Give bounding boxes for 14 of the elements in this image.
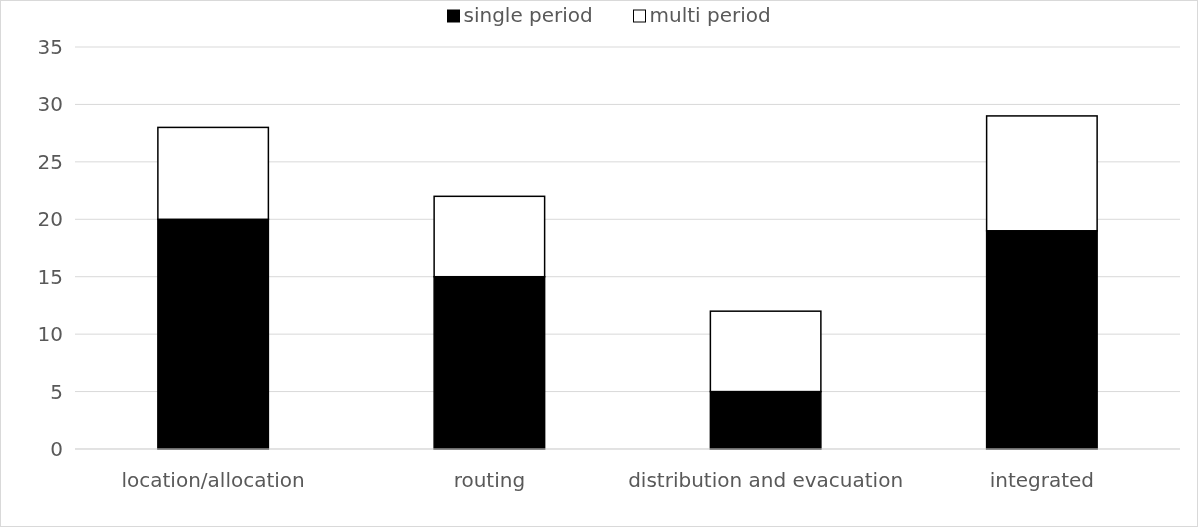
x-tick-label: distribution and evacuation <box>628 468 904 492</box>
y-tick-label: 30 <box>37 92 63 117</box>
y-tick-label: 25 <box>37 149 63 174</box>
x-tick-label: integrated <box>989 468 1095 492</box>
y-tick-label: 35 <box>37 35 63 59</box>
legend-label: multi period <box>649 3 771 27</box>
y-tick-label: 15 <box>37 264 63 289</box>
y-tick-label: 20 <box>37 207 63 232</box>
x-tick-label: routing <box>453 468 526 492</box>
y-tick-label: 0 <box>50 437 63 461</box>
legend-label: single period <box>463 3 593 27</box>
y-tick-label: 5 <box>50 379 63 404</box>
x-tick-label: location/allocation <box>121 468 305 492</box>
y-tick-label: 10 <box>37 322 63 347</box>
